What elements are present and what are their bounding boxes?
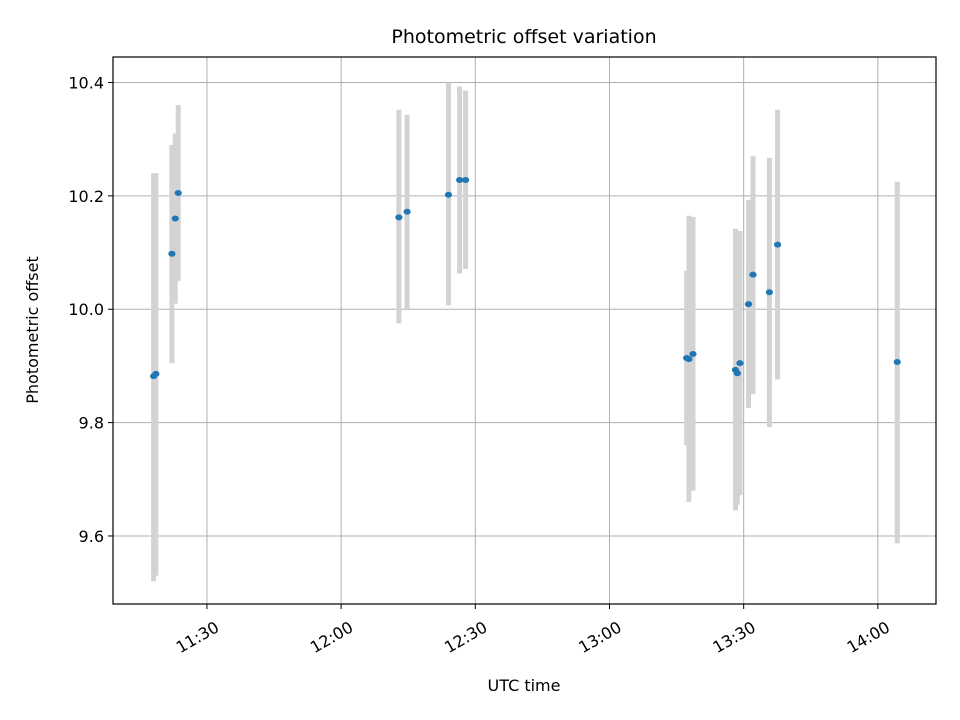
y-tick-label: 9.8 bbox=[79, 414, 104, 433]
x-axis-label: UTC time bbox=[488, 676, 561, 695]
data-point bbox=[749, 271, 757, 278]
data-point bbox=[773, 241, 782, 248]
data-points bbox=[150, 177, 901, 380]
data-point bbox=[444, 191, 453, 198]
data-point bbox=[736, 360, 744, 367]
data-point bbox=[174, 190, 182, 197]
data-point bbox=[403, 208, 411, 215]
data-point bbox=[171, 215, 179, 222]
y-tick-label: 10.0 bbox=[68, 300, 104, 319]
data-point bbox=[733, 370, 741, 377]
y-tick-label: 10.4 bbox=[68, 74, 104, 93]
plot-frame bbox=[112, 56, 937, 605]
data-point bbox=[765, 289, 773, 296]
y-tick-label: 9.6 bbox=[79, 527, 104, 546]
y-axis-label: Photometric offset bbox=[23, 256, 42, 404]
data-point bbox=[689, 351, 697, 358]
data-point bbox=[152, 370, 160, 377]
data-point bbox=[462, 177, 470, 184]
data-point bbox=[456, 177, 464, 184]
chart-title: Photometric offset variation bbox=[391, 26, 656, 48]
data-point bbox=[893, 358, 901, 365]
data-point bbox=[685, 356, 693, 363]
data-point bbox=[744, 301, 753, 308]
data-point bbox=[168, 250, 176, 257]
grid-lines bbox=[113, 57, 936, 604]
y-axis-ticks: 9.6 9.8 10.0 10.2 10.4 bbox=[68, 74, 113, 546]
data-point bbox=[395, 214, 403, 221]
y-tick-label: 10.2 bbox=[68, 187, 104, 206]
